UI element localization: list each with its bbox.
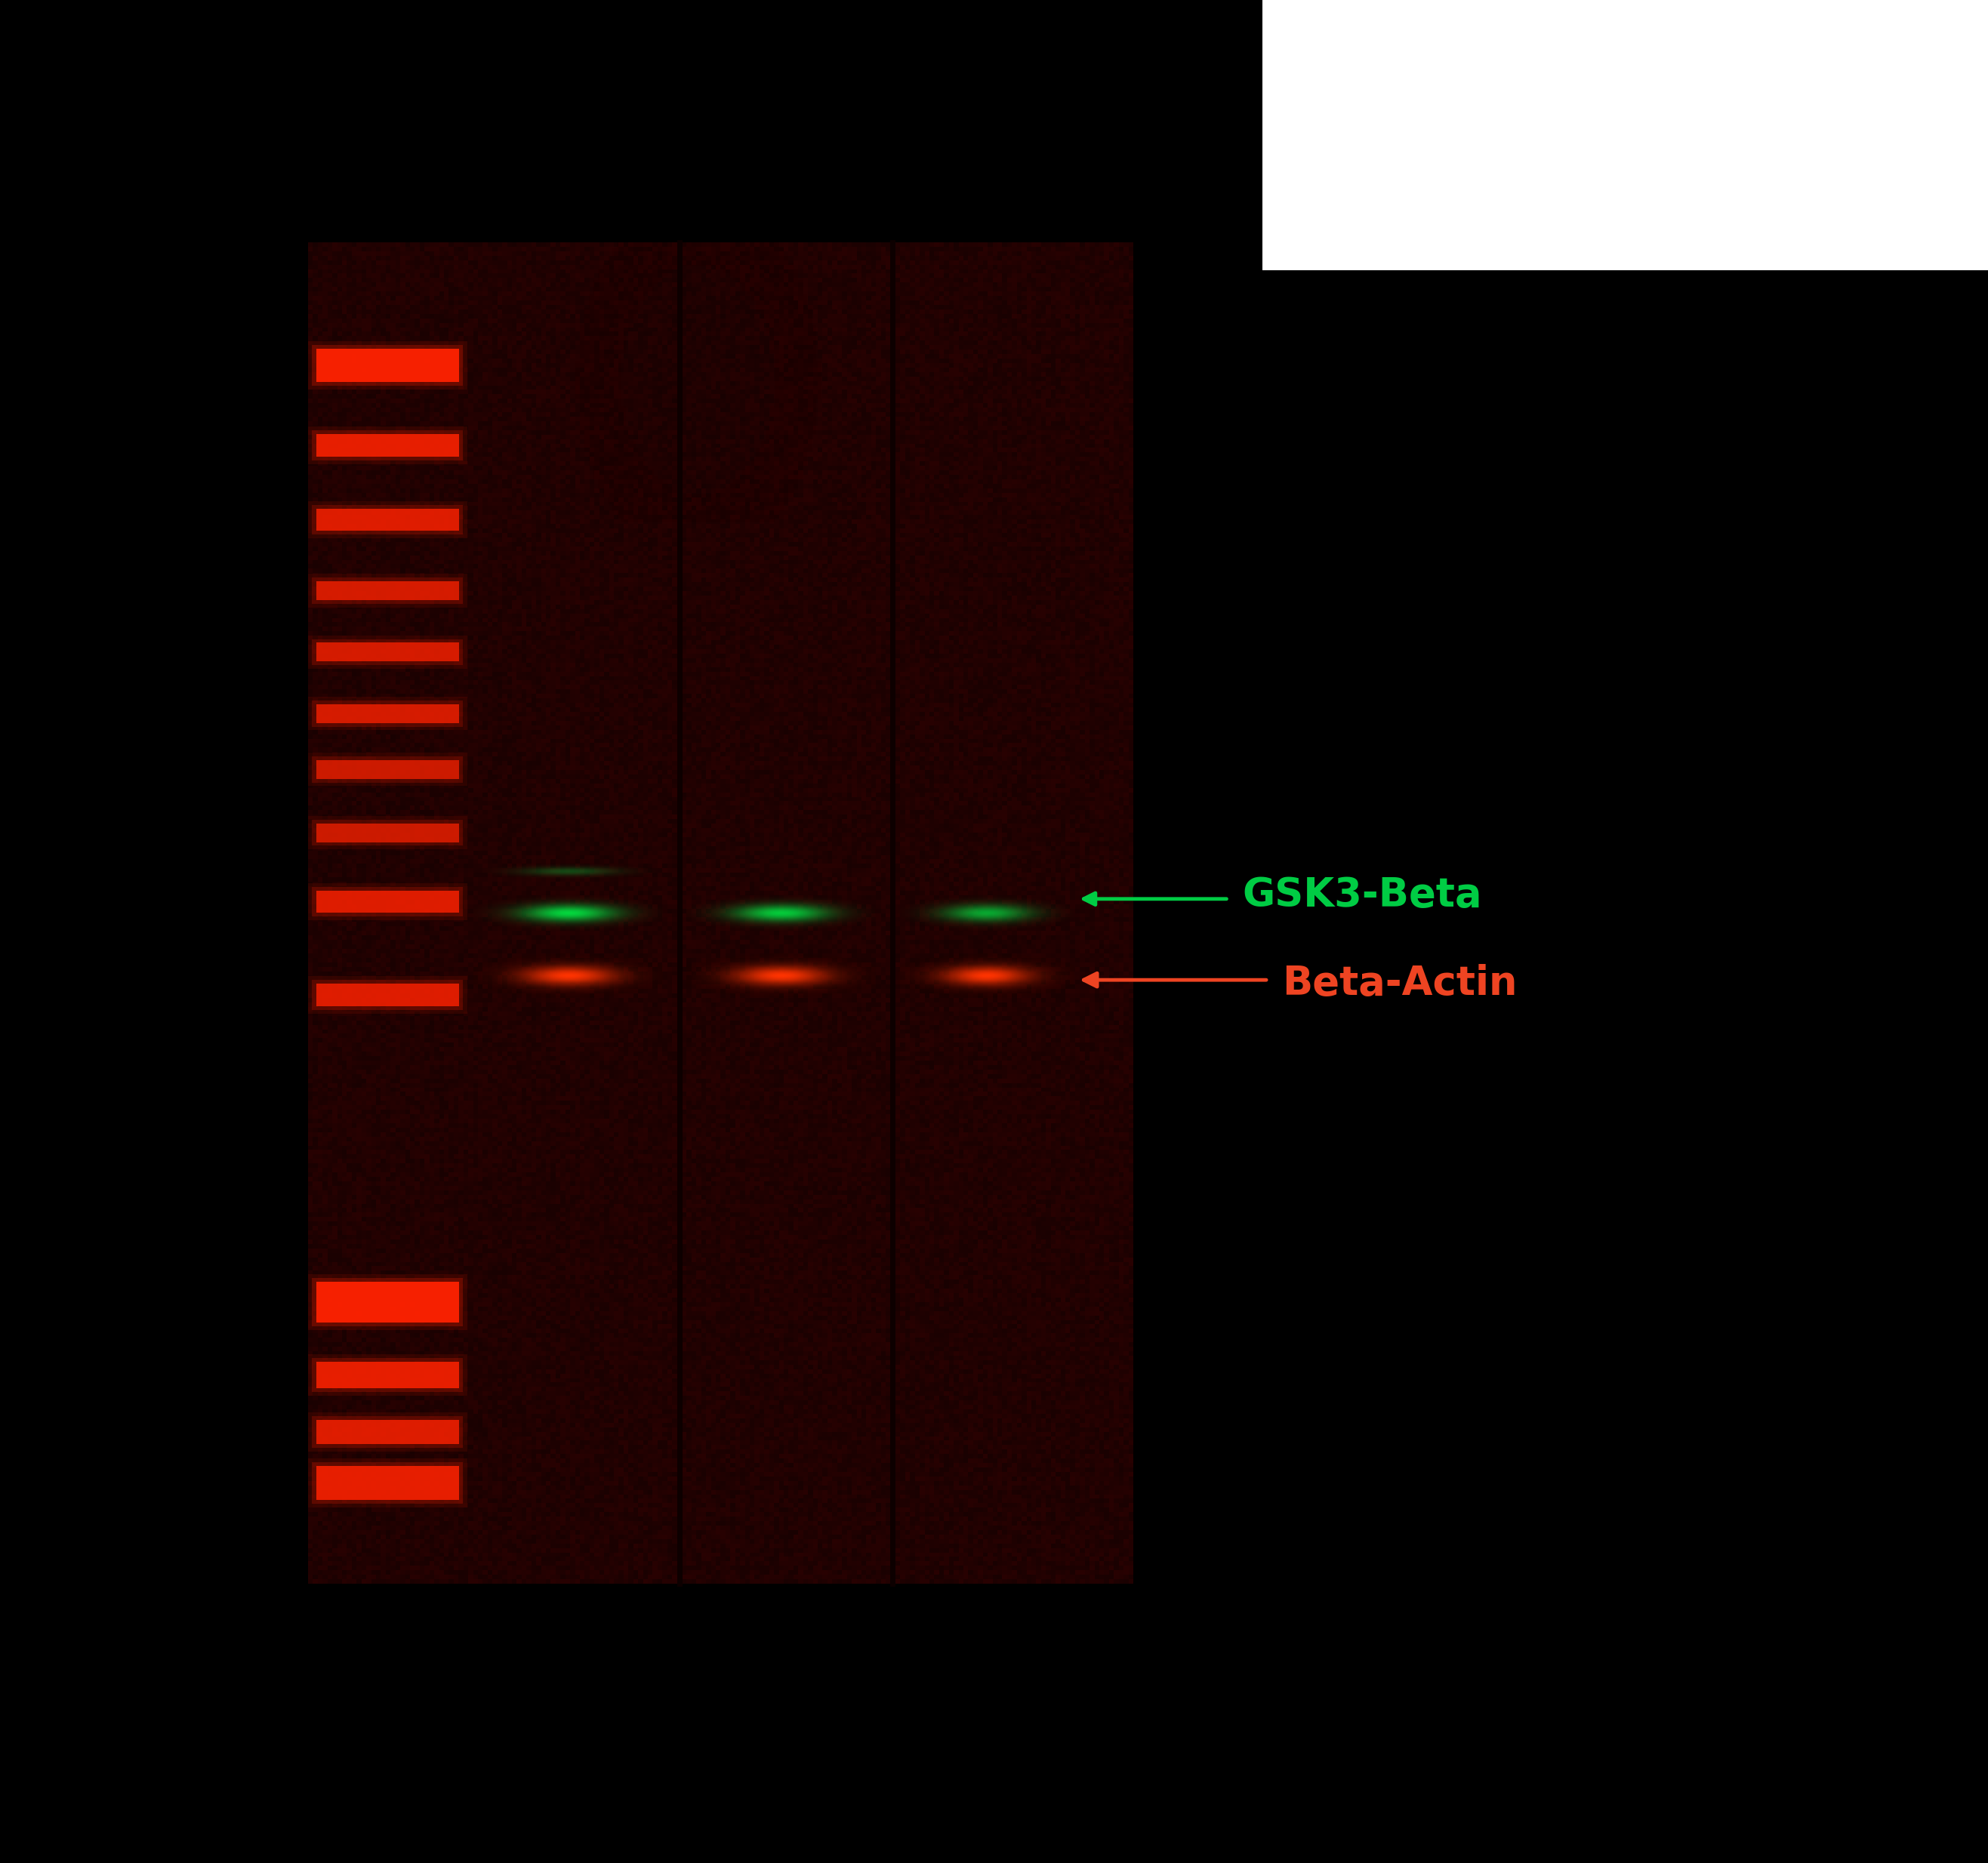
Bar: [316, 348, 459, 382]
Bar: [316, 434, 459, 456]
Bar: [308, 976, 467, 1013]
Bar: [308, 574, 467, 607]
Bar: [308, 501, 467, 538]
Bar: [316, 760, 459, 779]
Bar: [312, 887, 463, 917]
Bar: [312, 345, 463, 386]
Bar: [316, 581, 459, 600]
Bar: [316, 1420, 459, 1444]
Bar: [312, 505, 463, 535]
Bar: [312, 756, 463, 782]
Bar: [312, 1358, 463, 1392]
Text: Beta-Actin: Beta-Actin: [1282, 963, 1517, 1004]
Bar: [316, 891, 459, 913]
Bar: [316, 643, 459, 661]
Bar: [308, 1412, 467, 1451]
Bar: [308, 635, 467, 669]
Bar: [308, 427, 467, 464]
Bar: [308, 883, 467, 920]
Bar: [316, 1282, 459, 1323]
Bar: [312, 1416, 463, 1448]
Bar: [308, 341, 467, 389]
Bar: [308, 1459, 467, 1507]
Bar: [312, 430, 463, 460]
Bar: [316, 509, 459, 531]
Bar: [1262, 0, 1988, 270]
Bar: [312, 820, 463, 846]
Bar: [312, 980, 463, 1010]
Bar: [308, 816, 467, 850]
Bar: [308, 753, 467, 786]
Bar: [316, 823, 459, 842]
Bar: [312, 639, 463, 665]
Bar: [312, 578, 463, 604]
Text: GSK3-Beta: GSK3-Beta: [1242, 876, 1483, 915]
Bar: [312, 1278, 463, 1326]
Bar: [308, 697, 467, 730]
Bar: [312, 700, 463, 727]
Bar: [316, 1466, 459, 1500]
Bar: [308, 1274, 467, 1330]
Bar: [316, 984, 459, 1006]
Bar: [308, 1354, 467, 1395]
Bar: [312, 1462, 463, 1503]
Bar: [316, 1362, 459, 1388]
Bar: [316, 704, 459, 723]
